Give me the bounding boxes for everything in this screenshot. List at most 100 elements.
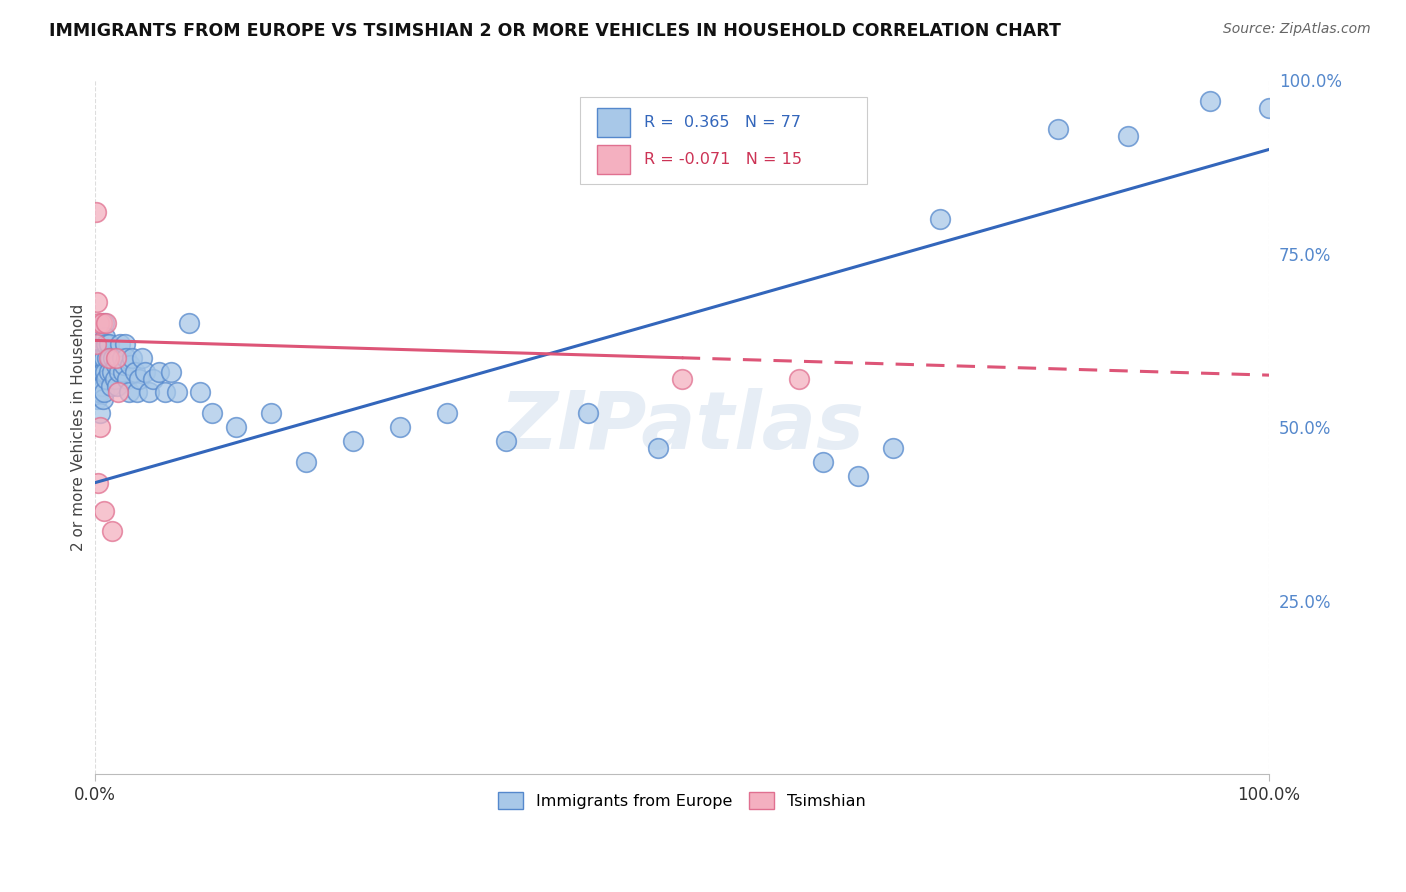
FancyBboxPatch shape	[598, 145, 630, 174]
Point	[647, 441, 669, 455]
Text: Source: ZipAtlas.com: Source: ZipAtlas.com	[1223, 22, 1371, 37]
Point	[117, 385, 139, 400]
Point	[96, 337, 118, 351]
Point	[134, 365, 156, 379]
Point	[86, 392, 108, 407]
Point	[131, 351, 153, 365]
Point	[115, 351, 138, 365]
Point	[93, 503, 115, 517]
Point	[260, 406, 283, 420]
Point	[1199, 94, 1222, 108]
Text: IMMIGRANTS FROM EUROPE VS TSIMSHIAN 2 OR MORE VEHICLES IN HOUSEHOLD CORRELATION : IMMIGRANTS FROM EUROPE VS TSIMSHIAN 2 OR…	[49, 22, 1062, 40]
Point	[1116, 128, 1139, 143]
Point	[104, 351, 127, 365]
Point	[94, 330, 117, 344]
Point	[86, 337, 108, 351]
Point	[110, 337, 132, 351]
Point	[94, 365, 117, 379]
Point	[142, 371, 165, 385]
Point	[87, 358, 110, 372]
Point	[93, 385, 115, 400]
Point	[90, 378, 112, 392]
Point	[225, 420, 247, 434]
Point	[96, 316, 118, 330]
Point	[436, 406, 458, 420]
Text: R = -0.071   N = 15: R = -0.071 N = 15	[644, 152, 803, 167]
Point	[118, 358, 141, 372]
Point	[96, 371, 118, 385]
Point	[882, 441, 904, 455]
Point	[295, 455, 318, 469]
Point	[87, 475, 110, 490]
Point	[84, 205, 107, 219]
FancyBboxPatch shape	[598, 108, 630, 137]
Point	[100, 378, 122, 392]
Point	[96, 351, 118, 365]
Point	[177, 316, 200, 330]
Point	[148, 365, 170, 379]
Point	[89, 406, 111, 420]
Point	[89, 385, 111, 400]
Point	[124, 365, 146, 379]
Point	[107, 351, 129, 365]
Point	[86, 295, 108, 310]
Point	[153, 385, 176, 400]
Point	[84, 337, 107, 351]
Point	[929, 211, 952, 226]
Point	[104, 358, 127, 372]
Point	[90, 316, 112, 330]
Point	[117, 371, 139, 385]
Point	[107, 385, 129, 400]
Point	[108, 365, 131, 379]
Point	[98, 351, 121, 365]
Point	[89, 316, 111, 330]
Point	[388, 420, 411, 434]
Point	[188, 385, 211, 400]
Point	[128, 371, 150, 385]
Point	[91, 392, 114, 407]
Point	[201, 406, 224, 420]
Point	[90, 351, 112, 365]
Point	[97, 365, 120, 379]
Point	[89, 365, 111, 379]
Point	[671, 371, 693, 385]
Legend: Immigrants from Europe, Tsimshian: Immigrants from Europe, Tsimshian	[492, 786, 872, 815]
Point	[114, 337, 136, 351]
Point	[101, 365, 124, 379]
Point	[111, 365, 134, 379]
Point	[105, 378, 128, 392]
Point	[93, 316, 115, 330]
Point	[87, 385, 110, 400]
Point	[846, 468, 869, 483]
Point	[125, 385, 148, 400]
Point	[110, 351, 132, 365]
Point	[112, 358, 135, 372]
Point	[811, 455, 834, 469]
Point	[121, 351, 143, 365]
Point	[84, 351, 107, 365]
Point	[89, 420, 111, 434]
Point	[87, 330, 110, 344]
Point	[103, 371, 125, 385]
Point	[84, 371, 107, 385]
Point	[1046, 121, 1069, 136]
Point	[576, 406, 599, 420]
Point	[495, 434, 517, 449]
Point	[89, 351, 111, 365]
Point	[101, 524, 124, 539]
Point	[787, 371, 810, 385]
FancyBboxPatch shape	[579, 97, 868, 184]
Point	[89, 337, 111, 351]
Point	[86, 365, 108, 379]
Point	[166, 385, 188, 400]
Point	[97, 337, 120, 351]
Point	[93, 351, 115, 365]
Point	[103, 351, 125, 365]
Point	[138, 385, 160, 400]
Point	[342, 434, 364, 449]
Point	[1258, 101, 1281, 115]
Text: ZIPatlas: ZIPatlas	[499, 388, 865, 467]
Point	[91, 365, 114, 379]
Point	[160, 365, 183, 379]
Y-axis label: 2 or more Vehicles in Household: 2 or more Vehicles in Household	[72, 303, 86, 551]
